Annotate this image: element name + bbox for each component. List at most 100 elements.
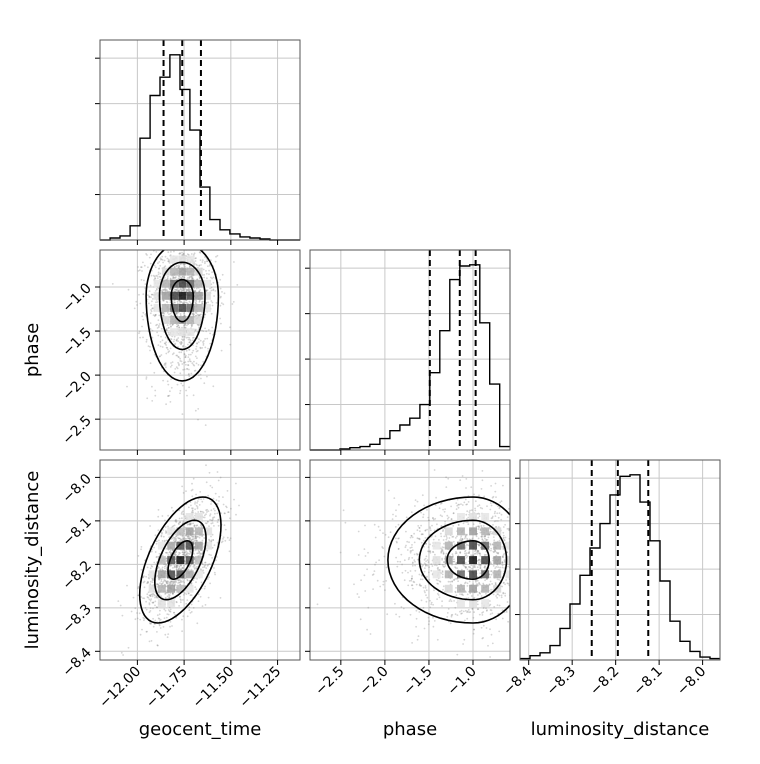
scatter-point xyxy=(216,512,219,515)
scatter-point xyxy=(216,541,219,544)
scatter-point xyxy=(481,535,483,537)
scatter-point xyxy=(511,558,513,560)
density-cell xyxy=(194,541,203,550)
scatter-point xyxy=(379,585,382,588)
scatter-point xyxy=(165,574,168,577)
scatter-point xyxy=(176,564,179,567)
scatter-point xyxy=(521,594,523,596)
scatter-point xyxy=(156,301,159,303)
scatter-point xyxy=(201,535,204,538)
scatter-point xyxy=(501,564,504,567)
joint-frame-phase-luminosity_distance xyxy=(309,459,511,661)
scatter-point xyxy=(434,504,437,506)
scatter-point xyxy=(169,582,172,585)
density-cell xyxy=(444,570,453,579)
scatter-point xyxy=(194,301,197,304)
scatter-point xyxy=(443,535,446,538)
scatter-point xyxy=(167,331,170,334)
scatter-point xyxy=(379,529,381,532)
scatter-point xyxy=(495,618,497,621)
scatter-point xyxy=(191,538,194,541)
scatter-point xyxy=(502,537,505,540)
scatter-point xyxy=(138,269,141,272)
scatter-point xyxy=(490,633,493,636)
scatter-point xyxy=(432,616,434,619)
scatter-point xyxy=(154,389,157,392)
scatter-point xyxy=(439,514,442,517)
scatter-point xyxy=(143,586,146,589)
scatter-point xyxy=(399,560,402,563)
scatter-point xyxy=(438,580,441,583)
scatter-point xyxy=(207,563,210,566)
scatter-point xyxy=(493,551,495,554)
scatter-point xyxy=(402,607,405,610)
scatter-point xyxy=(409,550,412,552)
scatter-point xyxy=(514,583,516,585)
scatter-point xyxy=(464,567,467,569)
scatter-point xyxy=(189,288,192,291)
scatter-point xyxy=(216,471,219,473)
scatter-point xyxy=(202,342,205,345)
scatter-point xyxy=(479,552,481,555)
scatter-point xyxy=(183,338,185,341)
scatter-point xyxy=(495,520,497,522)
scatter-point xyxy=(188,535,190,538)
scatter-point xyxy=(441,546,444,548)
scatter-point xyxy=(137,555,140,557)
scatter-point xyxy=(187,290,190,292)
contour-level-2 xyxy=(153,519,207,601)
scatter-point xyxy=(194,534,197,537)
scatter-point xyxy=(185,553,188,556)
scatter-point xyxy=(214,290,217,292)
scatter-point xyxy=(494,490,497,493)
scatter-point xyxy=(148,611,151,614)
density-cell xyxy=(194,570,203,579)
scatter-point xyxy=(372,588,374,590)
scatter-point xyxy=(449,622,452,625)
scatter-point xyxy=(492,565,495,567)
scatter-point xyxy=(423,570,426,573)
scatter-point xyxy=(174,558,177,560)
scatter-point xyxy=(158,620,161,623)
scatter-point xyxy=(181,535,184,538)
scatter-point xyxy=(397,537,399,540)
scatter-point xyxy=(497,505,499,508)
scatter-point xyxy=(427,561,430,563)
scatter-point xyxy=(138,293,140,296)
density-cell xyxy=(194,279,203,288)
scatter-point xyxy=(187,277,189,279)
scatter-point xyxy=(459,537,462,539)
scatter-point xyxy=(478,564,480,566)
scatter-point xyxy=(158,314,161,317)
scatter-point xyxy=(204,585,207,588)
scatter-point xyxy=(166,277,169,280)
scatter-point xyxy=(194,535,197,538)
scatter-point xyxy=(154,277,157,279)
scatter-point xyxy=(151,579,154,582)
scatter-point xyxy=(195,350,198,353)
scatter-point xyxy=(198,326,201,329)
scatter-point xyxy=(197,233,199,235)
scatter-point xyxy=(175,564,178,567)
density-cell xyxy=(170,291,178,300)
scatter-point xyxy=(468,550,471,553)
y-tick-label-phase: −2.0 xyxy=(59,369,94,404)
scatter-point xyxy=(382,580,385,583)
scatter-point xyxy=(199,299,201,302)
scatter-point xyxy=(156,644,159,647)
scatter-point xyxy=(195,537,197,540)
scatter-point xyxy=(172,290,175,292)
scatter-point xyxy=(514,561,516,563)
scatter-point xyxy=(181,517,183,520)
scatter-point xyxy=(183,554,186,557)
scatter-point xyxy=(466,518,468,520)
scatter-point xyxy=(500,594,503,597)
scatter-point xyxy=(203,587,206,590)
density-cell xyxy=(178,279,187,288)
scatter-point xyxy=(177,337,180,339)
scatter-point xyxy=(194,539,197,542)
scatter-point xyxy=(464,591,467,593)
scatter-point xyxy=(198,264,201,267)
scatter-point xyxy=(184,585,187,587)
scatter-point xyxy=(195,504,198,507)
